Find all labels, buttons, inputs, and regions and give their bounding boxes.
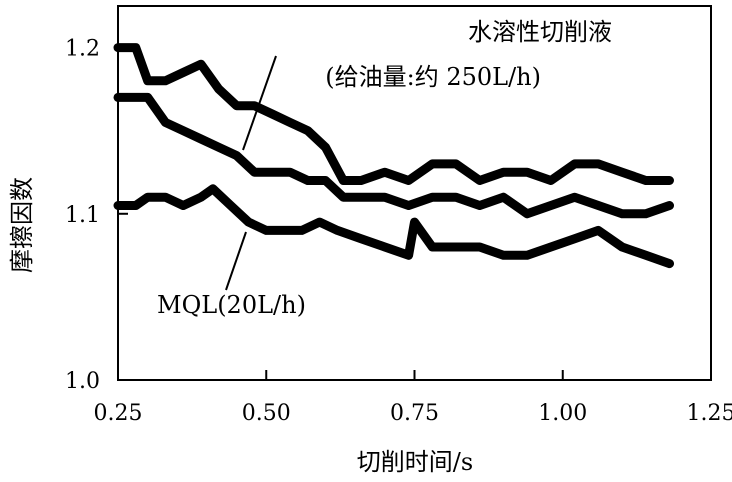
series-line-2 xyxy=(113,92,674,219)
annotation-leader-water xyxy=(242,55,277,151)
x-ticks: 0.25 0.50 0.75 1.00 1.25 xyxy=(94,370,732,426)
y-ticks: 1.0 1.1 1.2 xyxy=(65,37,128,394)
x-tick-label: 1.25 xyxy=(687,401,732,426)
x-tick-label: 0.50 xyxy=(242,401,291,426)
annotation-mql: MQL(20L/h) xyxy=(157,291,306,319)
x-tick-label: 0.25 xyxy=(94,401,143,426)
y-tick-label: 1.0 xyxy=(65,369,100,394)
x-tick-label: 0.75 xyxy=(390,401,439,426)
y-axis-label: 摩擦因数 xyxy=(8,177,36,273)
annotation-leader-mql xyxy=(225,231,247,291)
y-tick-label: 1.2 xyxy=(65,37,100,62)
series-line-1 xyxy=(113,43,674,185)
x-tick-label: 1.00 xyxy=(538,401,587,426)
series-line-3 xyxy=(113,184,674,269)
y-tick-label: 1.1 xyxy=(65,203,100,228)
annotation-water-title: 水溶性切削液 xyxy=(468,18,612,46)
series-layer xyxy=(113,43,674,269)
x-axis-label: 切削时间/s xyxy=(357,448,473,476)
annotation-water-flow: (给油量:约 250L/h) xyxy=(325,63,541,91)
